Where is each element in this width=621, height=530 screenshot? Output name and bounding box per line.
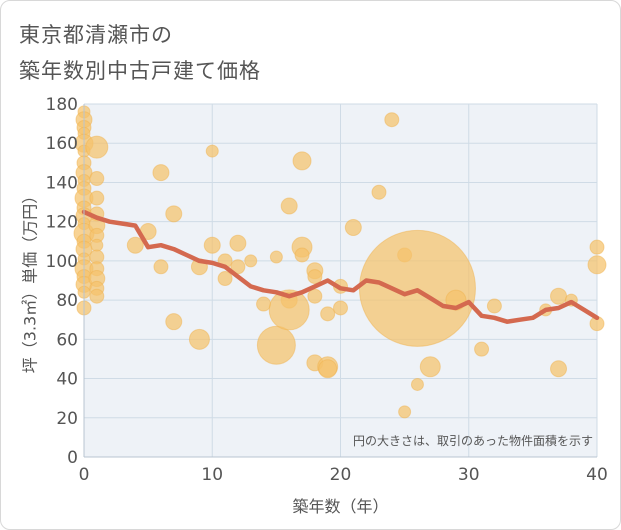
data-bubble [344, 219, 362, 237]
x-tick-label: 10 [201, 465, 223, 485]
data-bubble [486, 298, 502, 314]
y-axis-label: 坪（3.3㎡）単価（万円） [21, 188, 40, 373]
y-tick-label: 160 [46, 134, 78, 154]
y-tick-label: 20 [56, 409, 78, 429]
x-tick-label: 20 [330, 465, 352, 485]
data-bubble [126, 236, 144, 254]
data-bubble [165, 313, 183, 331]
x-axis-label: 築年数（年） [292, 497, 388, 516]
data-bubble [217, 271, 233, 287]
y-tick-label: 60 [56, 330, 78, 350]
data-bubble [371, 184, 387, 200]
data-bubble [268, 289, 310, 331]
axes: 0 20 40 60 80 100 120 140 160 180 0 10 20 30 40 [46, 95, 608, 485]
bubble-layer [73, 105, 607, 419]
bubble-size-note: 円の大きさは、取引のあった物件面積を示す [353, 433, 593, 448]
data-bubble [89, 171, 105, 187]
chart-title-line-1: 東京都清瀬市の [19, 23, 173, 47]
data-bubble [89, 190, 105, 206]
x-tick-label: 0 [79, 465, 90, 485]
y-tick-label: 40 [56, 370, 78, 390]
data-bubble [333, 300, 348, 316]
data-bubble [550, 360, 568, 378]
data-bubble [165, 205, 183, 223]
data-bubble [398, 405, 412, 419]
y-tick-label: 80 [56, 291, 78, 311]
data-bubble [256, 325, 296, 365]
data-bubble [307, 288, 323, 304]
data-bubble [188, 328, 210, 350]
data-bubble [419, 356, 441, 378]
y-tick-label: 0 [67, 448, 78, 468]
data-bubble [589, 239, 605, 255]
data-bubble [90, 238, 104, 252]
data-bubble [256, 296, 272, 312]
data-bubble [280, 197, 298, 215]
y-tick-label: 140 [46, 173, 78, 193]
data-bubble [269, 250, 283, 264]
data-bubble [85, 135, 109, 159]
trend-line [81, 209, 600, 324]
x-tick-label: 30 [458, 465, 480, 485]
data-bubble [307, 269, 323, 285]
data-bubble [474, 341, 490, 357]
data-bubble [587, 255, 607, 275]
data-bubble [203, 236, 221, 254]
chart-title-line-2: 築年数別中古戸建て価格 [19, 59, 261, 83]
data-bubble [320, 306, 336, 322]
y-tick-label: 120 [46, 213, 78, 233]
x-tick-label: 40 [586, 465, 608, 485]
data-bubble [318, 359, 338, 379]
data-bubble [294, 247, 310, 263]
data-bubble [550, 287, 568, 305]
data-bubble [205, 144, 219, 158]
grid-lines [84, 103, 598, 457]
y-tick-label: 100 [46, 252, 78, 272]
data-bubble [229, 234, 247, 252]
data-bubble [152, 164, 170, 182]
data-bubble [153, 259, 169, 275]
data-bubble [292, 151, 312, 171]
data-bubble [89, 288, 105, 304]
data-bubble [410, 377, 424, 391]
y-tick-label: 180 [46, 95, 78, 115]
data-bubble [384, 112, 400, 128]
data-bubble [244, 254, 258, 268]
